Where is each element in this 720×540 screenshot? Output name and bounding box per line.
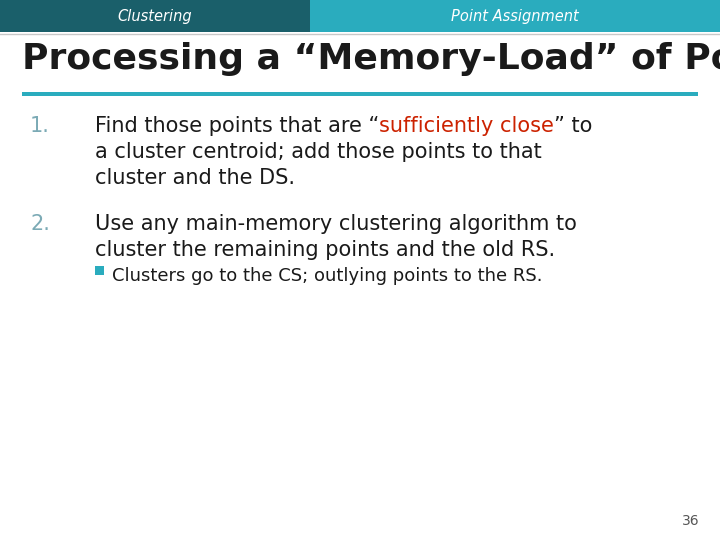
Text: 2.: 2. — [30, 214, 50, 234]
Text: cluster and the DS.: cluster and the DS. — [95, 168, 295, 188]
Text: Processing a “Memory-Load” of Points: Processing a “Memory-Load” of Points — [22, 42, 720, 76]
Bar — [0, 0, 310, 32]
Bar — [95, 266, 104, 275]
Text: Use any main-memory clustering algorithm to: Use any main-memory clustering algorithm… — [95, 214, 577, 234]
Text: Clustering: Clustering — [117, 9, 192, 24]
Text: cluster the remaining points and the old RS.: cluster the remaining points and the old… — [95, 240, 555, 260]
Text: 1.: 1. — [30, 116, 50, 136]
Text: Clusters go to the CS; outlying points to the RS.: Clusters go to the CS; outlying points t… — [112, 267, 542, 285]
Bar — [22, 92, 698, 96]
Text: Find those points that are “: Find those points that are “ — [95, 116, 379, 136]
Text: a cluster centroid; add those points to that: a cluster centroid; add those points to … — [95, 142, 541, 162]
Text: 36: 36 — [683, 514, 700, 528]
Bar — [310, 0, 720, 32]
Text: ” to: ” to — [554, 116, 593, 136]
Text: Point Assignment: Point Assignment — [451, 9, 579, 24]
Text: sufficiently close: sufficiently close — [379, 116, 554, 136]
